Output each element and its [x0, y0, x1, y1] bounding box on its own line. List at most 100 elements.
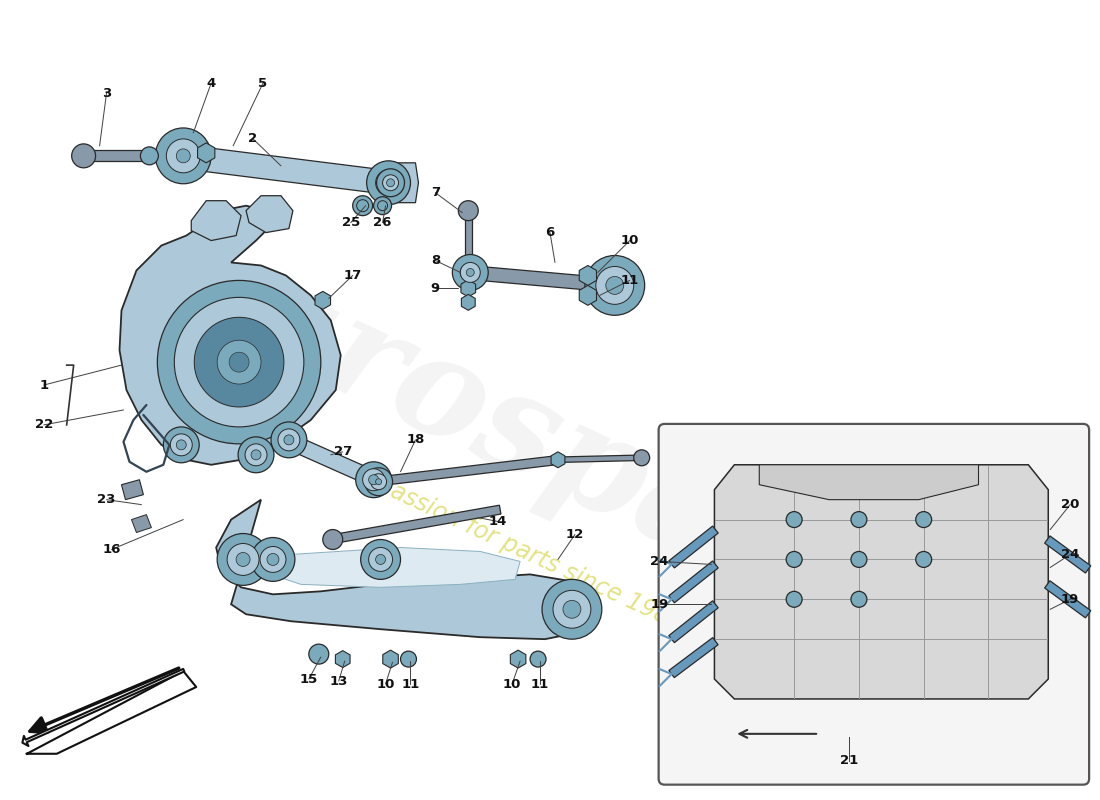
Polygon shape: [388, 163, 418, 202]
Circle shape: [368, 547, 393, 571]
Text: 8: 8: [431, 254, 440, 267]
Text: 19: 19: [1062, 593, 1079, 606]
Circle shape: [375, 170, 402, 196]
Text: 1: 1: [40, 378, 48, 391]
Text: 22: 22: [34, 418, 53, 431]
Text: 24: 24: [1062, 548, 1079, 561]
Polygon shape: [217, 500, 590, 639]
Polygon shape: [246, 196, 293, 233]
Circle shape: [400, 651, 417, 667]
Circle shape: [386, 178, 395, 186]
Circle shape: [530, 651, 546, 667]
Circle shape: [271, 422, 307, 458]
Circle shape: [195, 318, 284, 407]
Polygon shape: [669, 561, 718, 603]
Circle shape: [383, 174, 398, 190]
Circle shape: [371, 474, 386, 490]
Circle shape: [355, 462, 392, 498]
Circle shape: [366, 161, 410, 205]
Polygon shape: [759, 465, 979, 500]
Circle shape: [170, 434, 192, 456]
Polygon shape: [554, 455, 640, 462]
Polygon shape: [120, 206, 341, 465]
Polygon shape: [714, 465, 1048, 699]
Text: 3: 3: [102, 86, 111, 99]
Text: 10: 10: [503, 678, 521, 690]
Circle shape: [383, 178, 394, 188]
Circle shape: [368, 474, 378, 485]
Text: 12: 12: [565, 528, 584, 541]
Circle shape: [374, 197, 392, 214]
Circle shape: [585, 255, 645, 315]
Text: 17: 17: [343, 269, 362, 282]
Circle shape: [363, 469, 385, 490]
Text: 21: 21: [839, 754, 858, 767]
Circle shape: [284, 435, 294, 445]
Circle shape: [245, 444, 267, 466]
Polygon shape: [669, 526, 718, 568]
Circle shape: [251, 538, 295, 582]
Circle shape: [163, 427, 199, 462]
Polygon shape: [580, 286, 596, 306]
Circle shape: [452, 254, 488, 290]
Polygon shape: [1045, 581, 1091, 618]
Circle shape: [309, 644, 329, 664]
Text: 5: 5: [258, 77, 267, 90]
Circle shape: [596, 266, 634, 304]
Circle shape: [141, 147, 158, 165]
Circle shape: [176, 149, 190, 163]
Polygon shape: [510, 650, 526, 668]
Circle shape: [915, 512, 932, 527]
Polygon shape: [669, 638, 718, 678]
Text: 10: 10: [620, 234, 639, 247]
Circle shape: [375, 554, 386, 565]
Circle shape: [356, 200, 369, 212]
Text: 2: 2: [249, 133, 257, 146]
Text: 4: 4: [207, 77, 216, 90]
Text: 13: 13: [330, 674, 348, 687]
Circle shape: [553, 590, 591, 628]
Circle shape: [217, 340, 261, 384]
Circle shape: [606, 277, 624, 294]
Circle shape: [460, 265, 476, 281]
Circle shape: [377, 201, 387, 210]
Circle shape: [229, 352, 249, 372]
Polygon shape: [375, 455, 561, 486]
Circle shape: [72, 144, 96, 168]
Text: 27: 27: [333, 446, 352, 458]
Circle shape: [915, 551, 932, 567]
Circle shape: [634, 450, 650, 466]
Text: 25: 25: [342, 216, 360, 229]
Polygon shape: [330, 506, 500, 544]
Polygon shape: [121, 480, 143, 500]
Polygon shape: [175, 144, 392, 194]
Circle shape: [260, 546, 286, 572]
Polygon shape: [461, 280, 475, 297]
Text: 9: 9: [431, 282, 440, 295]
Polygon shape: [669, 601, 718, 642]
Text: eurospares: eurospares: [132, 207, 968, 692]
Circle shape: [459, 201, 478, 221]
Polygon shape: [464, 206, 472, 266]
Circle shape: [851, 591, 867, 607]
Text: 14: 14: [490, 515, 507, 528]
Circle shape: [376, 169, 405, 197]
Text: a passion for parts since 1985: a passion for parts since 1985: [353, 463, 686, 636]
Polygon shape: [198, 143, 214, 163]
Polygon shape: [468, 266, 615, 292]
Circle shape: [238, 437, 274, 473]
Text: 10: 10: [376, 678, 395, 690]
Text: 11: 11: [402, 678, 419, 690]
Text: 26: 26: [373, 216, 392, 229]
Polygon shape: [315, 291, 331, 310]
Circle shape: [157, 281, 321, 444]
Text: 15: 15: [299, 673, 318, 686]
Circle shape: [786, 512, 802, 527]
Polygon shape: [270, 547, 520, 587]
Text: 6: 6: [546, 226, 554, 239]
Circle shape: [166, 139, 200, 173]
Circle shape: [217, 534, 270, 586]
Polygon shape: [191, 201, 241, 241]
Polygon shape: [461, 294, 475, 310]
Text: 19: 19: [650, 598, 669, 610]
